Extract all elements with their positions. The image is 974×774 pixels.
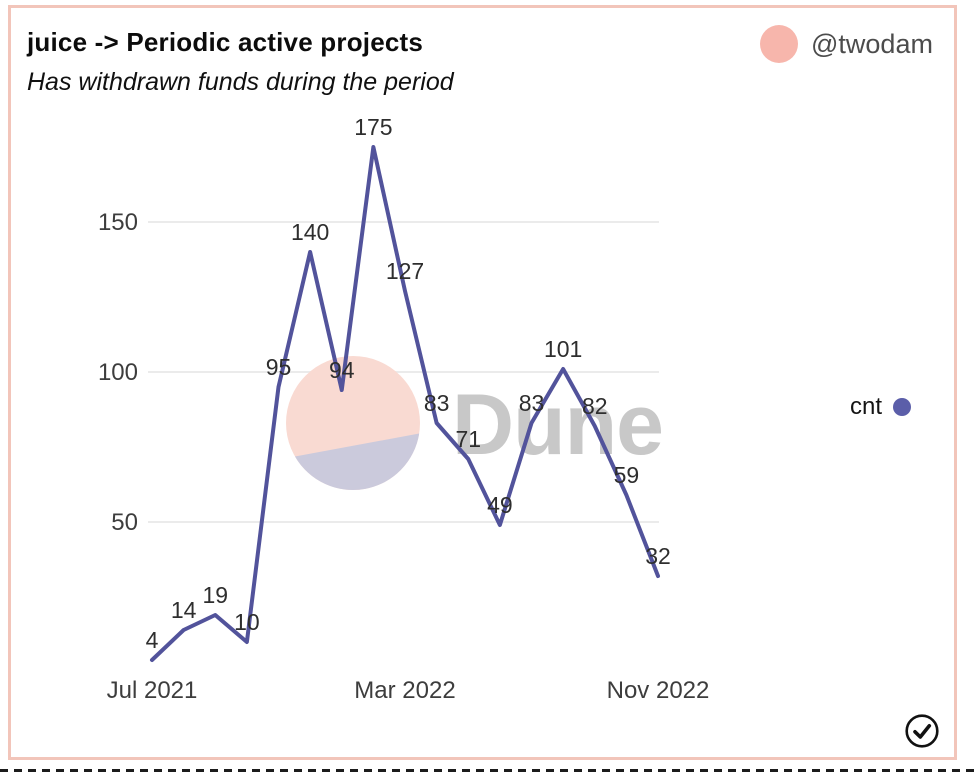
watermark-text: Dune: [452, 377, 663, 473]
y-axis-tick-label: 100: [98, 359, 138, 386]
point-value-label: 14: [171, 597, 197, 623]
point-value-label: 83: [424, 390, 450, 416]
point-value-label: 83: [519, 390, 545, 416]
point-value-label: 101: [544, 336, 582, 362]
point-value-label: 175: [354, 114, 392, 140]
y-axis-tick-label: 150: [98, 209, 138, 236]
verified-check-icon[interactable]: [903, 712, 941, 750]
point-value-label: 59: [614, 462, 640, 488]
point-value-label: 10: [234, 609, 260, 635]
legend-label: cnt: [850, 393, 883, 420]
chart-subtitle: Has withdrawn funds during the period: [27, 68, 454, 96]
point-value-label: 82: [582, 393, 608, 419]
chart-card: [8, 5, 957, 760]
point-value-label: 140: [291, 219, 329, 245]
point-value-label: 19: [202, 582, 228, 608]
point-value-label: 71: [455, 426, 481, 452]
bottom-dashed-line: [0, 769, 974, 772]
y-axis-tick-label: 50: [111, 509, 138, 536]
author-handle: @twodam: [811, 28, 933, 59]
x-axis-tick-label: Nov 2022: [607, 677, 710, 704]
point-value-label: 127: [386, 258, 424, 284]
author[interactable]: @twodam: [760, 25, 933, 63]
legend-dot-icon: [893, 398, 912, 416]
author-avatar: [760, 25, 798, 63]
point-value-label: 95: [266, 354, 292, 380]
point-value-label: 4: [146, 627, 159, 653]
point-value-label: 32: [645, 543, 671, 569]
point-value-label: 49: [487, 492, 513, 518]
chart-line-cnt: [150, 145, 660, 662]
watermark-pie-lower-icon: [295, 433, 420, 491]
legend-item-cnt[interactable]: cnt: [850, 393, 912, 421]
x-axis-tick-label: Mar 2022: [354, 677, 455, 704]
x-axis-tick-label: Jul 2021: [107, 677, 198, 704]
chart-title: juice -> Periodic active projects: [27, 27, 424, 57]
point-value-label: 94: [329, 357, 355, 383]
